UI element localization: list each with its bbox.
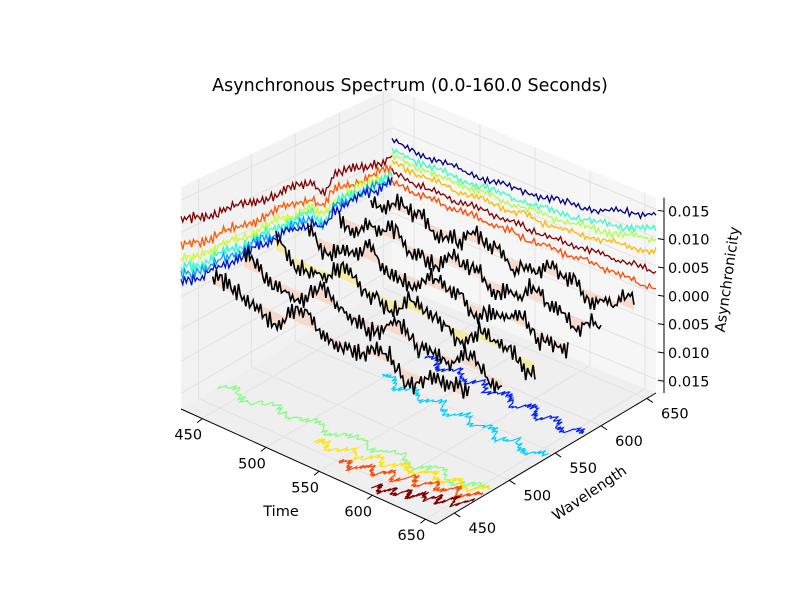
z-tick-mark: [657, 209, 665, 212]
surface-fill: [307, 223, 568, 359]
z-tick-mark: [657, 294, 665, 297]
x-tick-label: 450: [174, 428, 202, 444]
grid-line-y: [338, 112, 602, 427]
z-tick-label: 0.000: [668, 289, 710, 305]
grid-line-z: [180, 127, 657, 239]
back-wall-line: [180, 170, 393, 275]
x-tick-mark: [260, 446, 267, 452]
surface-slices: [211, 193, 635, 399]
back-wall-line: [180, 164, 393, 250]
right-wall-line: [391, 159, 657, 256]
chart-title: Asynchronous Spectrum (0.0-160.0 Seconds…: [212, 76, 608, 96]
grid-line-z: [180, 98, 657, 210]
y-tick-mark: [600, 425, 608, 431]
grid-line-y: [198, 178, 455, 514]
y-axis-line: [435, 392, 657, 525]
z-tick-label: 0.005: [668, 318, 710, 334]
surface-line: [338, 210, 602, 337]
y-tick-mark: [554, 452, 562, 458]
floor-contour: [371, 483, 476, 508]
z-tick-mark: [657, 323, 665, 326]
tick-labels: 450 500 550 600 650 450 500 550 600 650 0.015 0.010…: [174, 204, 709, 544]
x-axis-label: Time: [262, 504, 299, 520]
x-tick-label: 550: [291, 480, 319, 496]
surface-line: [306, 223, 569, 359]
z-tick-label: 0.010: [668, 346, 710, 362]
grid-line-y: [382, 91, 648, 399]
z-tick-mark: [657, 379, 665, 382]
back-wall-line: [180, 175, 393, 287]
right-wall-line: [391, 179, 657, 290]
z-tick-label: 0.005: [668, 261, 710, 277]
grid-line-x: [318, 147, 536, 472]
y-tick-label: 500: [523, 488, 551, 504]
floor-contour: [216, 384, 490, 490]
grid-line-x: [425, 193, 646, 520]
y-tick-label: 450: [468, 521, 496, 537]
x-axis-line: [180, 408, 437, 525]
right-wall-line: [391, 138, 657, 220]
floor-contour: [313, 438, 491, 493]
surface-line: [275, 230, 536, 381]
right-wall-line: [391, 147, 657, 234]
floor-contour: [338, 458, 484, 499]
x-tick-mark: [366, 494, 373, 500]
right-wall-line: [391, 168, 657, 275]
y-tick-mark: [646, 398, 654, 403]
surface-fill: [212, 270, 469, 399]
z-tick-label: 0.010: [668, 233, 710, 249]
floor-contour: [382, 373, 549, 457]
y-tick-label: 600: [615, 434, 643, 450]
z-tick-mark: [657, 266, 665, 269]
x-tick-mark: [196, 418, 203, 423]
y-tick-mark: [454, 512, 461, 518]
right-wall-line: [391, 152, 657, 244]
x-tick-mark: [420, 518, 426, 524]
surface-fill: [370, 193, 634, 310]
z-tick-mark: [657, 238, 665, 241]
floor-pane: [181, 283, 656, 524]
wall-projections: [180, 138, 657, 290]
x-tick-label: 500: [238, 456, 266, 472]
surface-line: [243, 246, 503, 394]
grid-line-y: [294, 133, 556, 454]
z-tick-mark: [657, 351, 665, 354]
z-axis-label: Asynchronicity: [713, 225, 744, 333]
z-tick-label: 0.015: [668, 204, 710, 220]
z-tick-label: 0.015: [668, 374, 710, 390]
surface-line: [370, 193, 635, 311]
back-wall-line: [180, 155, 393, 224]
surface-line: [211, 269, 470, 399]
x-tick-label: 650: [398, 528, 426, 544]
grid-line-x: [371, 170, 591, 496]
y-tick-mark: [509, 479, 516, 485]
x-tick-label: 600: [344, 504, 372, 520]
y-tick-label: 650: [661, 406, 689, 422]
back-wall-line: [180, 170, 393, 264]
y-tick-label: 550: [569, 461, 597, 477]
x-tick-mark: [313, 470, 320, 476]
axis-lines: [180, 197, 665, 525]
